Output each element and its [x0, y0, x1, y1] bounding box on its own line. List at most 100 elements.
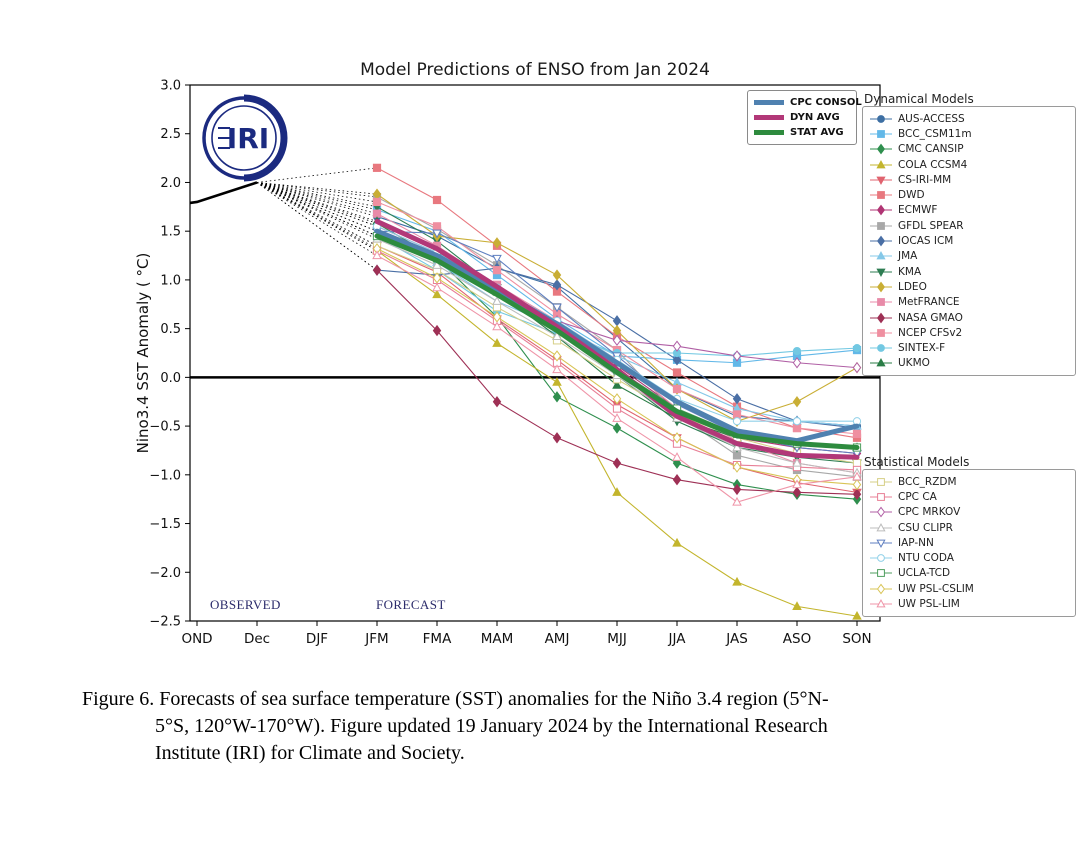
x-tick-label: DJF — [306, 631, 328, 647]
figure-caption: Figure 6. Forecasts of sea surface tempe… — [82, 686, 982, 767]
legend-item-label: SINTEX-F — [898, 342, 946, 355]
legend-item-ukmo: UKMO — [869, 356, 1069, 371]
legend-item-label: CPC MRKOV — [898, 506, 961, 519]
dynamical-models-legend: AUS-ACCESS BCC_CSM11m CMC CANSIP COLA CCSM4… — [862, 106, 1076, 377]
square-marker-icon — [870, 191, 892, 200]
legend-item-label: MetFRANCE — [898, 296, 960, 309]
x-tick-label: Dec — [244, 631, 270, 647]
triangle-up-marker-icon — [870, 159, 892, 168]
square-marker-icon — [870, 569, 892, 578]
square-marker-icon — [870, 221, 892, 230]
y-tick-label: −0.5 — [149, 420, 181, 435]
legend-item-label: CSU CLIPR — [898, 521, 953, 534]
statistical-models-header: Statistical Models — [864, 455, 970, 469]
triangle-up-marker-icon — [870, 599, 892, 608]
legend-item-label: NCEP CFSv2 — [898, 326, 963, 339]
legend-item-label: LDEO — [898, 280, 927, 293]
y-tick-label: −2.0 — [149, 566, 181, 581]
square-marker-icon — [870, 477, 892, 486]
legend-item-cmc-cansip: CMC CANSIP — [869, 142, 1069, 157]
legend-item-label: UCLA-TCD — [898, 567, 951, 580]
legend-item-label: NTU CODA — [898, 552, 954, 565]
square-marker-icon — [870, 328, 892, 337]
x-tick-label: JAS — [725, 631, 748, 647]
y-tick-label: −1.0 — [149, 468, 181, 483]
legend-item-label: CPC CONSOL — [790, 97, 862, 108]
legend-item-label: BCC_RZDM — [898, 475, 957, 488]
legend-item-label: BCC_CSM11m — [898, 127, 972, 140]
model-series-uw-psl-lim — [372, 250, 862, 506]
diamond-marker-icon — [870, 204, 892, 216]
legend-item-label: DYN AVG — [790, 112, 840, 123]
square-marker-icon — [870, 130, 892, 138]
legend-item-iocas-icm: IOCAS ICM — [869, 233, 1069, 248]
legend-item-label: UW PSL-LIM — [898, 598, 960, 611]
x-tick-label: OND — [181, 631, 212, 647]
thick-line-swatch — [754, 100, 784, 105]
legend-item-bcc-rzdm: BCC_RZDM — [869, 474, 1069, 489]
svg-text:IRI: IRI — [227, 122, 269, 155]
triangle-up-marker-icon — [870, 251, 892, 260]
legend-item-csu-clipr: CSU CLIPR — [869, 520, 1069, 535]
legend-item-stat-avg: STAT AVG — [754, 125, 850, 140]
legend-item-metfrance: MetFRANCE — [869, 295, 1069, 310]
thick-line-swatch — [754, 115, 784, 120]
caption-line-1: Figure 6. Forecasts of sea surface tempe… — [82, 688, 829, 710]
y-tick-label: 1.0 — [160, 273, 181, 288]
legend-item-label: UW PSL-CSLIM — [898, 582, 974, 595]
legend-item-label: GFDL SPEAR — [898, 219, 964, 232]
thick-line-swatch — [754, 130, 784, 135]
x-tick-label: MAM — [481, 631, 514, 647]
legend-item-ldeo: LDEO — [869, 279, 1069, 294]
triangle-down-marker-icon — [870, 176, 892, 185]
legend-item-aus-access: AUS-ACCESS — [869, 111, 1069, 126]
x-tick-label: MJJ — [607, 631, 627, 647]
diamond-marker-icon — [870, 506, 892, 518]
average-line-stat-avg — [374, 233, 860, 451]
legend-item-dwd: DWD — [869, 187, 1069, 202]
legend-item-cola-ccsm4: COLA CCSM4 — [869, 157, 1069, 172]
y-tick-label: −1.5 — [149, 517, 181, 532]
average-line-cpc-consol — [374, 228, 860, 444]
triangle-up-marker-icon — [870, 358, 892, 367]
legend-item-label: KMA — [898, 265, 922, 278]
legend-item-ucla-tcd: UCLA-TCD — [869, 566, 1069, 581]
triangle-down-marker-icon — [870, 539, 892, 548]
enso-plume-plot-area: 3.0 2.5 2.0 1.5 1.0 0.5 0.0 −0.5 −1.0 −1.5 −2.0 −2.… — [149, 79, 881, 647]
iri-logo: IRI — [202, 94, 288, 182]
x-tick-label: ASO — [783, 631, 811, 647]
circle-marker-icon — [870, 344, 892, 352]
averages-legend: CPC CONSOL DYN AVG STAT AVG — [747, 90, 862, 145]
legend-item-label: DWD — [898, 189, 925, 202]
circle-marker-icon — [870, 114, 892, 123]
y-tick-label: 3.0 — [160, 79, 181, 94]
observed-line — [189, 181, 258, 205]
legend-item-label: CS-IRI-MM — [898, 173, 952, 186]
caption-line-2: 5°S, 120°W-170°W). Figure updated 19 Jan… — [155, 715, 828, 737]
legend-item-dyn-avg: DYN AVG — [754, 110, 850, 125]
diamond-marker-icon — [870, 312, 892, 323]
legend-item-label: COLA CCSM4 — [898, 158, 968, 171]
x-tick-label: FMA — [423, 631, 452, 647]
legend-item-ntu-coda: NTU CODA — [869, 550, 1069, 565]
statistical-models-legend: BCC_RZDM CPC CA CPC MRKOV CSU CLIPR IAP-NN NT… — [862, 469, 1076, 617]
legend-item-label: NASA GMAO — [898, 311, 963, 324]
dynamical-models-header: Dynamical Models — [864, 92, 974, 106]
legend-item-cpc-ca: CPC CA — [869, 489, 1069, 504]
legend-item-label: CMC CANSIP — [898, 143, 964, 156]
y-tick-label: 0.5 — [160, 322, 181, 337]
legend-item-label: STAT AVG — [790, 127, 844, 138]
legend-item-kma: KMA — [869, 264, 1069, 279]
legend-item-label: UKMO — [898, 357, 930, 370]
triangle-up-marker-icon — [870, 522, 892, 531]
diamond-marker-icon — [870, 583, 892, 595]
legend-item-ncep-cfsv2: NCEP CFSv2 — [869, 325, 1069, 340]
observed-label: OBSERVED — [210, 597, 281, 612]
y-tick-label: 2.5 — [160, 127, 181, 142]
legend-item-label: AUS-ACCESS — [898, 112, 965, 125]
x-tick-label: AMJ — [545, 631, 570, 647]
diamond-marker-icon — [870, 281, 892, 293]
y-tick-label: 1.5 — [160, 225, 181, 240]
y-tick-label: −2.5 — [149, 615, 181, 630]
